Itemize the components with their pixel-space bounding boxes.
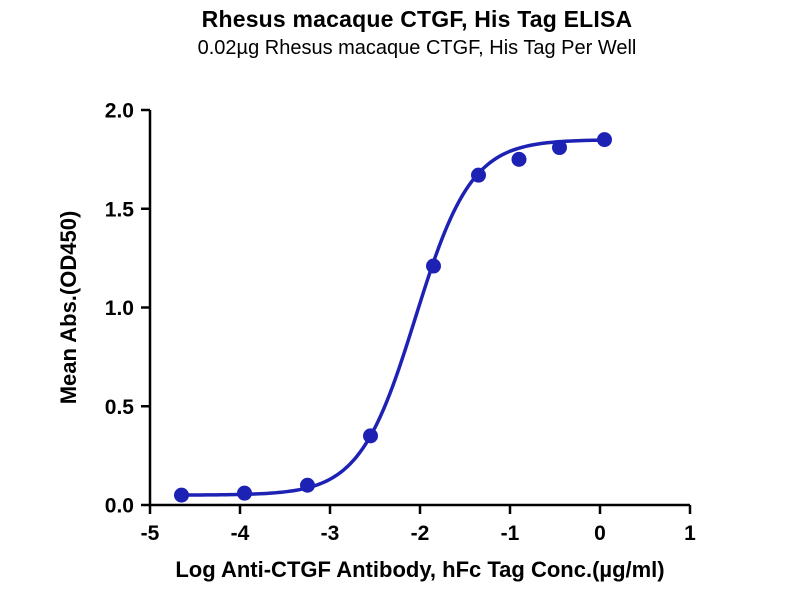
data-point xyxy=(597,132,612,148)
data-point xyxy=(237,485,252,501)
data-point xyxy=(363,428,378,444)
y-tick-label: 0.5 xyxy=(105,396,135,419)
data-point xyxy=(471,167,486,183)
x-axis-title: Log Anti-CTGF Antibody, hFc Tag Conc.(µg… xyxy=(175,557,664,582)
x-tick-label: -4 xyxy=(231,522,250,545)
y-tick-label: 0.0 xyxy=(105,495,134,518)
x-tick-label: -1 xyxy=(501,522,520,545)
y-axis-title: Mean Abs.(OD450) xyxy=(56,211,81,405)
x-tick-label: -2 xyxy=(411,522,430,545)
elisa-plot: -5 -4 -3 -2 -1 0 1 0.0 0.5 1.0 1.5 2.0 Log Anti-CTGF… xyxy=(56,100,696,583)
x-tick-label: -5 xyxy=(141,522,160,545)
x-tick-label: 1 xyxy=(684,522,696,545)
data-point xyxy=(300,477,315,493)
fit-curve xyxy=(179,138,607,497)
data-point xyxy=(426,258,441,274)
data-point xyxy=(511,151,527,167)
chart-title: Rhesus macaque CTGF, His Tag ELISA xyxy=(201,6,633,32)
data-point xyxy=(174,487,189,503)
chart-header: Rhesus macaque CTGF, His Tag ELISA 0.02µ… xyxy=(0,0,800,60)
x-tick-label: 0 xyxy=(594,522,606,545)
chart-subtitle: 0.02µg Rhesus macaque CTGF, His Tag Per … xyxy=(197,37,637,59)
x-tick-label: -3 xyxy=(321,522,340,545)
y-tick-label: 1.0 xyxy=(105,297,134,320)
data-point xyxy=(552,140,567,156)
y-tick-label: 1.5 xyxy=(105,198,135,221)
y-tick-label: 2.0 xyxy=(105,100,134,123)
